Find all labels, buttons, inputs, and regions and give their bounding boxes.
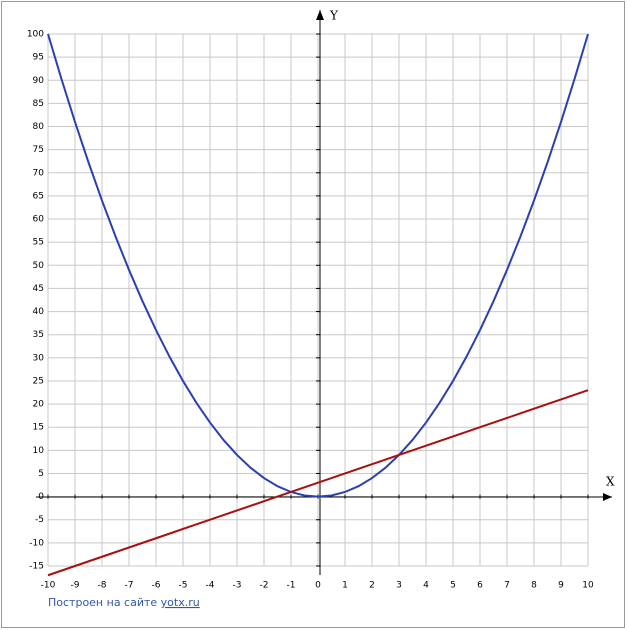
x-tick-label: 10 [582,581,594,591]
x-tick-label: -8 [98,581,107,591]
axes: X Y -10 -9 -8 -7 -6 -5 -4 -3 -2 -1 0 1 2 3 4 5 6 7 8 9 10-15… [27,9,615,591]
x-tick-label: -9 [71,581,80,591]
x-tick-label: 2 [369,581,375,591]
y-tick-label: 30 [33,353,45,363]
y-tick-label: 5 [38,469,44,479]
y-tick-label: 80 [33,122,45,132]
plot [47,33,589,577]
y-tick-label: 45 [33,284,44,294]
x-tick-label: -7 [125,581,134,591]
x-tick-label: 5 [450,581,456,591]
grid [47,33,589,567]
y-tick-label: -10 [29,538,44,548]
x-tick-label: -6 [152,581,161,591]
y-tick-label: 65 [33,191,44,201]
x-tick-label: 6 [477,581,483,591]
y-tick-label: 60 [33,215,45,225]
y-tick-label: 25 [33,376,44,386]
x-tick-label: 7 [504,581,510,591]
x-tick-label: 9 [558,581,564,591]
credit-text: Построен на сайте [48,596,157,609]
y-tick-label: 55 [33,238,44,248]
y-tick-label: 70 [33,168,45,178]
credit: Построен на сайте yotx.ru [48,596,200,609]
y-tick-label: 40 [33,307,45,317]
x-tick-label: 0 [315,581,321,591]
x-tick-label: -5 [179,581,188,591]
y-tick-label: 20 [33,400,45,410]
y-tick-label: 35 [33,330,44,340]
y-tick-label: 15 [33,423,44,433]
credit-link[interactable]: yotx.ru [161,596,200,609]
x-tick-label: 1 [342,581,348,591]
y-tick-label: -5 [35,515,44,525]
x-tick-label: -1 [287,581,296,591]
x-tick-label: -10 [41,581,56,591]
y-tick-label: 0 [38,492,44,502]
x-tick-label: -2 [260,581,269,591]
y-tick-label: 95 [33,53,44,63]
x-arrow [603,493,612,501]
x-tick-label: 8 [531,581,537,591]
x-tick-label: -3 [233,581,242,591]
x-tick-label: -4 [206,581,215,591]
y-arrow [316,10,324,20]
y-tick-label: 85 [33,99,44,109]
y-tick-label: -15 [29,562,44,572]
x-tick-label: 4 [423,581,429,591]
y-tick-label: 90 [33,76,45,86]
series-line [47,33,589,498]
y-tick-label: 100 [27,30,44,40]
y-axis-label: Y [329,9,339,23]
x-tick-label: 3 [396,581,402,591]
x-axis-label: X [606,475,615,489]
y-tick-label: 75 [33,145,44,155]
y-tick-label: 10 [33,446,45,456]
series-line [47,389,589,577]
y-tick-label: 50 [33,261,45,271]
